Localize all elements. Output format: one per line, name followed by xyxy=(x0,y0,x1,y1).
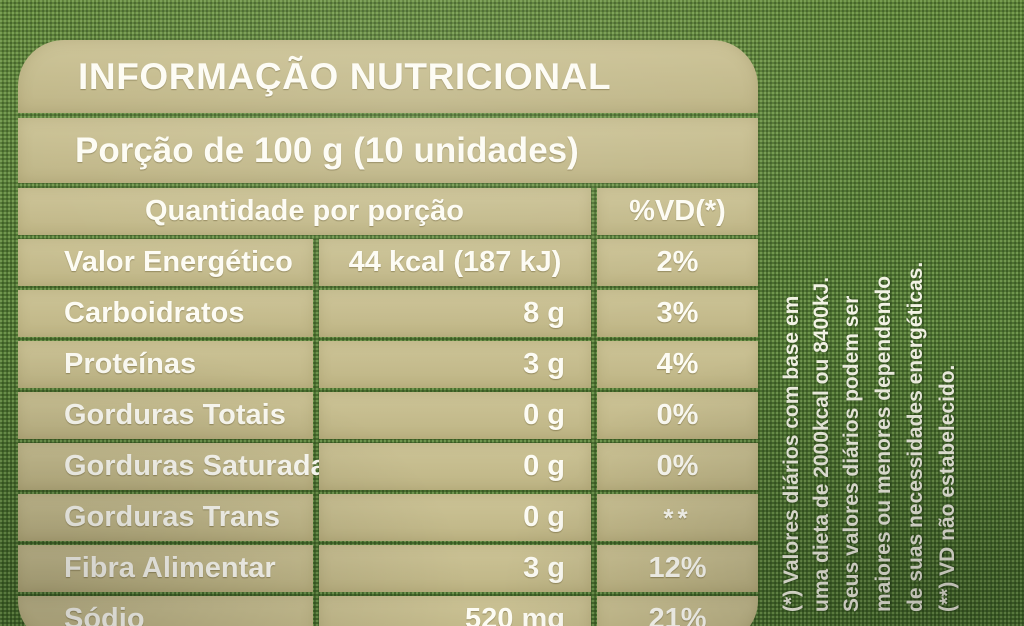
row-name-cell: Proteínas xyxy=(18,341,313,388)
nutrient-value: 3 g xyxy=(523,552,565,584)
nutrient-value: 0 g xyxy=(523,501,565,533)
title-band: INFORMAÇÃO NUTRICIONAL xyxy=(18,40,758,113)
nutrient-dv: 4% xyxy=(656,348,699,380)
row-name-cell: Gorduras Saturadas xyxy=(18,443,343,490)
nutrient-dv: 0% xyxy=(656,450,699,482)
table-row: Gorduras Saturadas 0 g 0% xyxy=(18,443,758,490)
row-name-cell: Carboidratos xyxy=(18,290,313,337)
nutrient-name: Gorduras Totais xyxy=(64,399,286,431)
nutrient-name: Sódio xyxy=(64,603,145,626)
table-row: Proteínas 3 g 4% xyxy=(18,341,758,388)
header-amount-label: Quantidade por porção xyxy=(144,195,465,227)
page-title: INFORMAÇÃO NUTRICIONAL xyxy=(78,55,612,97)
footnote-line: maiores ou menores dependendo xyxy=(872,275,895,612)
table-row: Gorduras Totais 0 g 0% xyxy=(18,392,758,439)
row-value-cell: 3 g xyxy=(319,545,591,592)
row-name-cell: Gorduras Trans xyxy=(18,494,313,541)
footnote-line: (**) VD não estabelecido. xyxy=(936,364,959,612)
nutrient-name: Fibra Alimentar xyxy=(64,552,276,584)
table-row: Carboidratos 8 g 3% xyxy=(18,290,758,337)
row-dv-cell: 0% xyxy=(597,392,758,439)
footnote-line: Seus valores diários podem ser xyxy=(840,295,863,612)
row-value-cell: 3 g xyxy=(319,341,591,388)
nutrient-name: Gorduras Trans xyxy=(64,501,280,533)
footnotes-block: (*) Valores diários com base em uma diet… xyxy=(780,0,1024,626)
row-dv-cell: 2% xyxy=(597,239,758,286)
row-dv-cell: 12% xyxy=(597,545,758,592)
header-dv-label: %VD(*) xyxy=(629,195,726,227)
table-row: Gorduras Trans 0 g ** xyxy=(18,494,758,541)
header-amount-cell: Quantidade por porção xyxy=(18,188,591,235)
row-name-cell: Sódio xyxy=(18,596,313,626)
nutrient-value: 0 g xyxy=(523,450,565,482)
footnote-line: uma dieta de 2000kcal ou 8400kJ. xyxy=(810,276,833,612)
nutrient-dv: 2% xyxy=(656,246,699,278)
row-dv-cell: 4% xyxy=(597,341,758,388)
nutrient-name: Proteínas xyxy=(64,348,197,380)
row-value-cell: 8 g xyxy=(319,290,591,337)
nutrient-value: 8 g xyxy=(523,297,565,329)
row-dv-cell: 3% xyxy=(597,290,758,337)
nutrient-name: Valor Energético xyxy=(64,246,293,278)
row-dv-cell: 21% xyxy=(597,596,758,626)
nutrient-value: 44 kcal (187 kJ) xyxy=(348,246,562,278)
nutrient-dv: 3% xyxy=(656,297,699,329)
table-row: Sódio 520 mg 21% xyxy=(18,596,758,626)
header-dv-cell: %VD(*) xyxy=(597,188,758,235)
row-dv-cell: ** xyxy=(597,494,758,541)
table-row: Valor Energético 44 kcal (187 kJ) 2% xyxy=(18,239,758,286)
nutrient-dv: ** xyxy=(663,502,692,533)
row-name-cell: Gorduras Totais xyxy=(18,392,313,439)
nutrient-name: Gorduras Saturadas xyxy=(64,450,343,482)
nutrient-dv: 12% xyxy=(648,552,707,584)
row-value-cell: 0 g xyxy=(319,443,591,490)
row-name-cell: Fibra Alimentar xyxy=(18,545,313,592)
nutrient-value: 0 g xyxy=(523,399,565,431)
table-row: Fibra Alimentar 3 g 12% xyxy=(18,545,758,592)
nutrition-table: Quantidade por porção %VD(*) Valor Energ… xyxy=(18,188,758,626)
nutrient-dv: 0% xyxy=(656,399,699,431)
nutrient-name: Carboidratos xyxy=(64,297,245,329)
table-header-row: Quantidade por porção %VD(*) xyxy=(18,188,758,235)
row-name-cell: Valor Energético xyxy=(18,239,313,286)
row-value-cell: 0 g xyxy=(319,494,591,541)
nutrient-dv: 21% xyxy=(648,603,707,626)
row-dv-cell: 0% xyxy=(597,443,758,490)
portion-text: Porção de 100 g (10 unidades) xyxy=(75,130,579,170)
nutrient-value: 520 mg xyxy=(465,603,565,626)
footnote-line: de suas necessidades energéticas. xyxy=(904,261,927,612)
row-value-cell: 0 g xyxy=(319,392,591,439)
footnote-line: (*) Valores diários com base em xyxy=(780,295,803,612)
nutrition-facts-panel: INFORMAÇÃO NUTRICIONAL Porção de 100 g (… xyxy=(18,40,758,626)
row-value-cell: 44 kcal (187 kJ) xyxy=(319,239,591,286)
portion-band: Porção de 100 g (10 unidades) xyxy=(18,118,758,183)
row-value-cell: 520 mg xyxy=(319,596,591,626)
nutrient-value: 3 g xyxy=(523,348,565,380)
